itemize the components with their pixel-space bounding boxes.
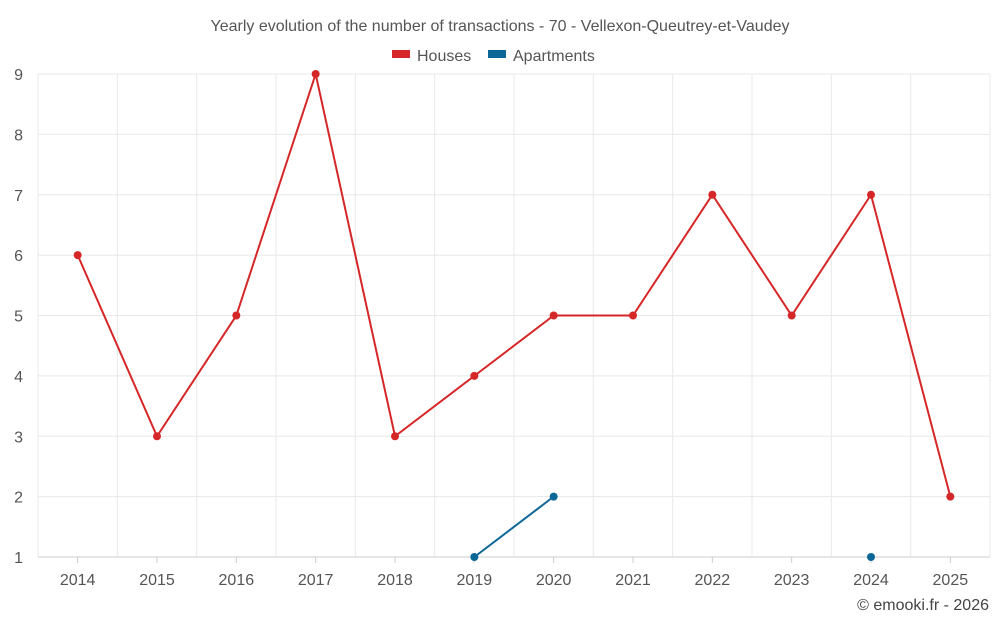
data-point-houses-2017[interactable] [311, 70, 320, 78]
chart-title: Yearly evolution of the number of transa… [211, 18, 790, 35]
grid [37, 73, 991, 558]
credit: © emooki.fr - 2026 [857, 597, 989, 614]
data-point-houses-2014[interactable] [73, 251, 82, 260]
axes: 1 2 3 4 5 6 7 8 9 2014 2015 2016 2017 2018 2019 2020 202… [14, 67, 968, 589]
data-point-houses-2021[interactable] [629, 311, 637, 320]
y-tick-label: 7 [14, 188, 23, 205]
y-tick-label: 6 [14, 248, 23, 265]
series-line-houses [76, 70, 952, 497]
data-point-houses-2018[interactable] [391, 432, 399, 441]
data-point-houses-2015[interactable] [153, 432, 161, 441]
y-tick-label: 5 [14, 309, 23, 326]
legend-swatch-apartments [488, 50, 506, 58]
y-tick-label: 8 [14, 127, 23, 144]
series-line-apartments [473, 495, 555, 558]
y-tick-label: 1 [14, 550, 23, 567]
x-tick-label: 2024 [853, 572, 889, 589]
x-tick-label: 2015 [139, 572, 175, 589]
x-tick-label: 2021 [615, 572, 651, 589]
legend-label-apartments[interactable]: Apartments [513, 48, 595, 65]
data-point-houses-2019[interactable] [470, 371, 479, 380]
x-tick-label: 2016 [219, 572, 255, 589]
series [73, 70, 955, 561]
data-point-apartments-2019[interactable] [470, 553, 479, 561]
data-point-apartments-2020[interactable] [549, 492, 558, 501]
x-tick-label: 2023 [774, 572, 810, 589]
x-tick-label: 2017 [298, 572, 334, 589]
data-point-houses-2025[interactable] [946, 492, 955, 501]
y-tick-label: 3 [14, 429, 23, 446]
series-apartments [470, 492, 875, 561]
x-tick-label: 2014 [60, 572, 96, 589]
data-point-apartments-2024[interactable] [867, 553, 875, 561]
x-tick-label: 2019 [457, 572, 493, 589]
x-tick-label: 2020 [536, 572, 572, 589]
series-houses [73, 70, 955, 501]
data-point-houses-2022[interactable] [708, 190, 717, 199]
x-tick-label: 2022 [695, 572, 731, 589]
data-point-houses-2020[interactable] [549, 311, 558, 320]
data-point-houses-2024[interactable] [867, 190, 875, 199]
x-tick-label: 2025 [933, 572, 969, 589]
y-tick-label: 9 [14, 67, 23, 84]
legend-label-houses[interactable]: Houses [417, 48, 471, 65]
y-tick-label: 4 [14, 369, 23, 386]
data-point-houses-2016[interactable] [232, 311, 241, 320]
legend-swatch-houses [392, 50, 410, 58]
legend: Houses Apartments [392, 48, 595, 65]
y-tick-label: 2 [14, 490, 23, 507]
data-point-houses-2023[interactable] [787, 311, 796, 320]
x-tick-label: 2018 [377, 572, 413, 589]
